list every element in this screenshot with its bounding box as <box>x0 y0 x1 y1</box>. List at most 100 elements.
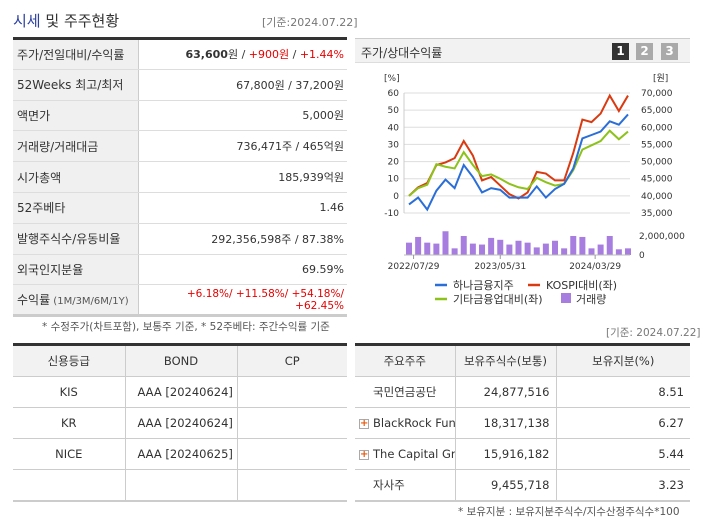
bond-rating <box>125 469 238 501</box>
cp-rating <box>237 376 347 408</box>
table-row: 52주베타 1.46 <box>13 192 347 224</box>
volume-bar <box>488 237 495 255</box>
left-tick-label: 60 <box>388 89 400 99</box>
left-axis-unit: [%] <box>384 74 400 84</box>
chart-page-1-button[interactable]: 1 <box>612 43 629 60</box>
table-row <box>13 469 347 501</box>
shares: 24,877,516 <box>455 376 557 408</box>
x-tick-label: 2023/05/31 <box>474 262 526 272</box>
price-unit: 원 <box>227 48 239 62</box>
row-value: 185,939억원 <box>138 161 347 193</box>
table-row: 거래량/거래대금 736,471주 / 465억원 <box>13 130 347 163</box>
volume-bar <box>606 236 613 255</box>
rating-agency: KR <box>13 407 126 439</box>
label-main: 수익률 <box>17 293 51 308</box>
row-label: 시가총액 <box>13 161 139 193</box>
row-value: 67,800원 / 37,200원 <box>138 69 347 101</box>
volume-bar <box>615 249 622 255</box>
percent: 5.44 <box>556 438 690 470</box>
volume-tick-label: 0 <box>639 251 645 261</box>
volume-bar <box>415 236 422 255</box>
table-row: 액면가 5,000원 <box>13 100 347 132</box>
percent: 6.27 <box>556 407 690 439</box>
legend-label: 기타금융업대비(좌) <box>453 293 543 306</box>
chart-page-2-button[interactable]: 2 <box>636 43 653 60</box>
volume-bar <box>570 236 577 255</box>
volume-bar <box>542 243 549 255</box>
volume-bar <box>552 240 558 255</box>
holder-name-cell: 국민연금공단 <box>355 376 456 408</box>
col-header: BOND <box>125 344 238 377</box>
holder-name: The Capital Group Co… <box>373 447 455 461</box>
table-row: 수익률 (1M/3M/6M/1Y) +6.18%/ +11.58%/ +54.18… <box>13 284 347 317</box>
label-sub: (1M/3M/6M/1Y) <box>50 296 129 308</box>
col-header: CP <box>237 344 347 377</box>
price: 63,600 <box>185 48 228 62</box>
col-header: 보유주식수(보통) <box>455 344 557 377</box>
right-tick-label: 40,000 <box>641 192 673 202</box>
right-tick-label: 55,000 <box>641 140 673 150</box>
right-tick-label: 65,000 <box>641 106 673 116</box>
chart-page-3-button[interactable]: 3 <box>661 43 678 60</box>
sep: / <box>238 48 249 62</box>
rating-agency: NICE <box>13 438 126 470</box>
volume-bar <box>451 248 458 255</box>
bond-rating: AAA [20240624] <box>125 407 238 439</box>
series-line-0 <box>408 113 629 212</box>
left-tick-label: 10 <box>388 175 400 185</box>
sise-note: * 수정주가(차트포함), 보통주 기준, * 52주베타: 주간수익률 기준 <box>42 321 330 333</box>
row-label: 외국인지분율 <box>13 254 139 286</box>
shares: 15,916,182 <box>455 438 557 470</box>
col-header: 신용등급 <box>13 344 126 377</box>
major-shareholders-table: 주요주주 보유주식수(보통) 보유지분(%) 국민연금공단 24,877,516 8.5… <box>355 343 690 502</box>
legend-swatch <box>561 293 571 303</box>
chart-title: 주가/상대수익률 <box>361 46 443 60</box>
holder-name-cell: + BlackRock Fund Advis… <box>355 407 456 439</box>
change: +900원 <box>248 48 290 62</box>
volume-bar <box>433 243 440 255</box>
sep: / <box>289 48 300 62</box>
rating-agency: KIS <box>13 376 126 408</box>
row-label: 52Weeks 최고/최저 <box>13 69 139 101</box>
volume-bar <box>515 240 522 255</box>
holder-name-cell: + The Capital Group Co… <box>355 438 456 470</box>
section-title: 시세 및 주주현황 <box>13 10 119 31</box>
table-row: KR AAA [20240624] <box>13 407 347 439</box>
row-label: 거래량/거래대금 <box>13 130 139 163</box>
chart-header: 주가/상대수익률 1 2 3 <box>355 38 690 63</box>
table-row: NICE AAA [20240625] <box>13 438 347 470</box>
rate: +1.44% <box>299 48 344 62</box>
right-tick-label: 70,000 <box>641 89 673 99</box>
volume-bar <box>479 244 485 255</box>
col-header: 보유지분(%) <box>556 344 690 377</box>
percent: 3.23 <box>556 469 690 501</box>
table-row: KIS AAA [20240624] <box>13 376 347 408</box>
volume-bar <box>469 243 476 255</box>
x-tick-label: 2024/03/29 <box>569 262 621 272</box>
volume-bar <box>406 242 412 255</box>
volume-bar <box>424 242 431 255</box>
percent: 8.51 <box>556 376 690 408</box>
cp-rating <box>237 407 347 439</box>
shares: 9,455,718 <box>455 469 557 501</box>
expand-plus-icon[interactable]: + <box>359 417 369 429</box>
volume-tick-label: 2,000,000 <box>639 232 685 242</box>
legend-label: 거래량 <box>576 293 606 306</box>
expand-plus-icon[interactable]: + <box>359 448 369 460</box>
title-rest: 및 주주현황 <box>40 12 120 30</box>
credit-rating-table: 신용등급 BOND CP KIS AAA [20240624] KR AAA [20240… <box>13 343 347 502</box>
left-tick-label: 20 <box>388 158 400 168</box>
holder-name-cell: 자사주 <box>355 469 456 501</box>
bond-rating: AAA [20240625] <box>125 438 238 470</box>
volume-bar <box>588 248 595 255</box>
right-tick-label: 35,000 <box>641 209 673 219</box>
right-tick-label: 45,000 <box>641 175 673 185</box>
right-tick-label: 60,000 <box>641 123 673 133</box>
price-change-cell: 63,600원 / +900원 / +1.44% <box>138 38 347 70</box>
table-row: 주가/전일대비/수익률 63,600원 / +900원 / +1.44% <box>13 38 347 70</box>
holder-name: 자사주 <box>373 477 405 492</box>
left-tick-label: 0 <box>393 192 399 202</box>
rating-agency <box>13 469 126 501</box>
